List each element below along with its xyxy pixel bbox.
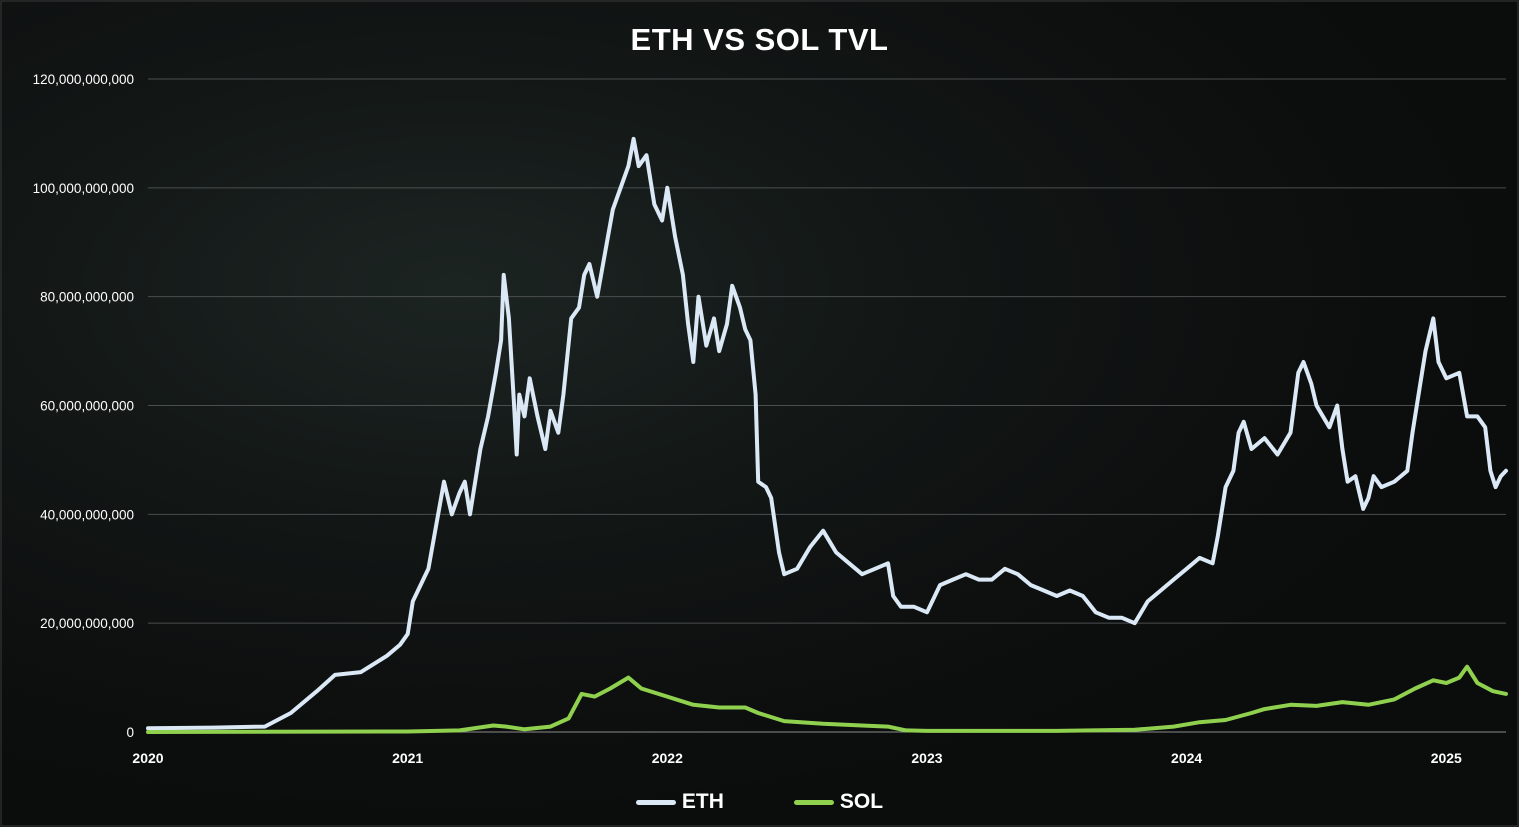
series-line-eth	[146, 136, 1508, 731]
x-tick-label: 2023	[911, 750, 942, 766]
chart-title: ETH VS SOL TVL	[630, 22, 889, 57]
y-tick-label: 80,000,000,000	[40, 290, 134, 305]
legend-item-sol: SOL	[793, 790, 884, 814]
series-line-sol	[146, 664, 1508, 734]
y-tick-label: 100,000,000,000	[33, 181, 134, 196]
y-tick-label: 120,000,000,000	[33, 72, 134, 87]
gridlines	[148, 78, 1506, 733]
legend-swatch-eth	[635, 799, 676, 805]
y-tick-label: 20,000,000,000	[40, 616, 134, 631]
legend-item-eth: ETH	[635, 790, 724, 814]
x-tick-label: 2024	[1171, 750, 1202, 766]
y-tick-label: 0	[126, 725, 134, 740]
y-axis-ticks: 0 20,000,000,000 40,000,000,000 60,000,000,…	[33, 72, 134, 740]
series-lines	[146, 136, 1508, 734]
legend-label-eth: ETH	[681, 790, 724, 813]
x-tick-label: 2025	[1431, 750, 1462, 766]
x-tick-label: 2020	[132, 750, 163, 766]
y-tick-label: 40,000,000,000	[40, 507, 134, 522]
legend-label-sol: SOL	[839, 790, 884, 813]
x-tick-label: 2021	[392, 750, 423, 766]
legend-swatch-sol	[793, 799, 834, 805]
x-tick-label: 2022	[652, 750, 683, 766]
x-axis-ticks: 2020 2021 2022 2023 2024 2025	[132, 750, 1462, 766]
y-tick-label: 60,000,000,000	[40, 399, 134, 414]
legend: ETH SOL	[0, 790, 1519, 814]
